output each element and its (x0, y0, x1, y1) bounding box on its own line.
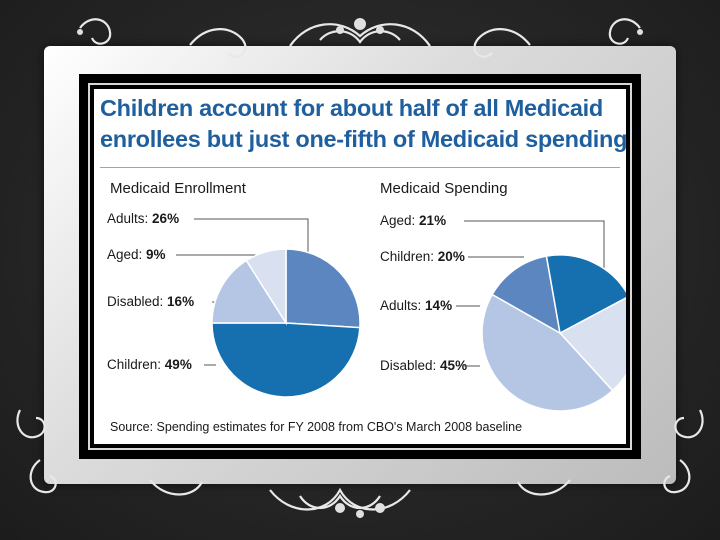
spending-label-disabled: Disabled: 45% (380, 358, 468, 373)
spending-label-children: Children: 20% (380, 249, 465, 264)
chart-slide: Children account for about half of all M… (94, 89, 626, 444)
enrollment-label-aged: Aged: 9% (107, 247, 166, 262)
enrollment-label-disabled: Disabled: 16% (107, 294, 195, 309)
leader-spend-aged (464, 220, 605, 277)
slide-inner-border (88, 83, 632, 450)
enrollment-label-children: Children: 49% (107, 357, 192, 372)
flourish-ornament-bottom (29, 459, 691, 518)
title-divider (100, 167, 620, 168)
enrollment-slice-children (211, 322, 361, 398)
spending-slice-adults (491, 255, 562, 335)
spending-slice-aged (558, 297, 626, 392)
spending-panel-title: Medicaid Spending (380, 180, 508, 197)
pie-charts (176, 218, 626, 412)
enrollment-slice-aged (245, 248, 287, 326)
spending-slice-children (545, 254, 626, 335)
spending-slice-disabled (481, 293, 614, 412)
leader-enroll-adults (194, 218, 309, 253)
enrollment-panel-title: Medicaid Enrollment (110, 180, 246, 197)
flourish-ornament-top (77, 18, 643, 58)
chart-title-line-2: enrollees but just one-fifth of Medicaid… (100, 126, 626, 152)
enrollment-slice-disabled (211, 259, 288, 324)
enrollment-label-adults: Adults: 26% (107, 211, 180, 226)
enrollment-slice-adults (285, 248, 361, 329)
chart-title: Children account for about half of all M… (100, 93, 626, 155)
spending-label-adults: Adults: 14% (380, 298, 453, 313)
enrollment-pie (211, 248, 361, 398)
chart-title-line-1: Children account for about half of all M… (100, 95, 603, 121)
source-note: Source: Spending estimates for FY 2008 f… (110, 420, 523, 434)
spending-label-aged: Aged: 21% (380, 213, 447, 228)
spending-pie (481, 254, 626, 412)
